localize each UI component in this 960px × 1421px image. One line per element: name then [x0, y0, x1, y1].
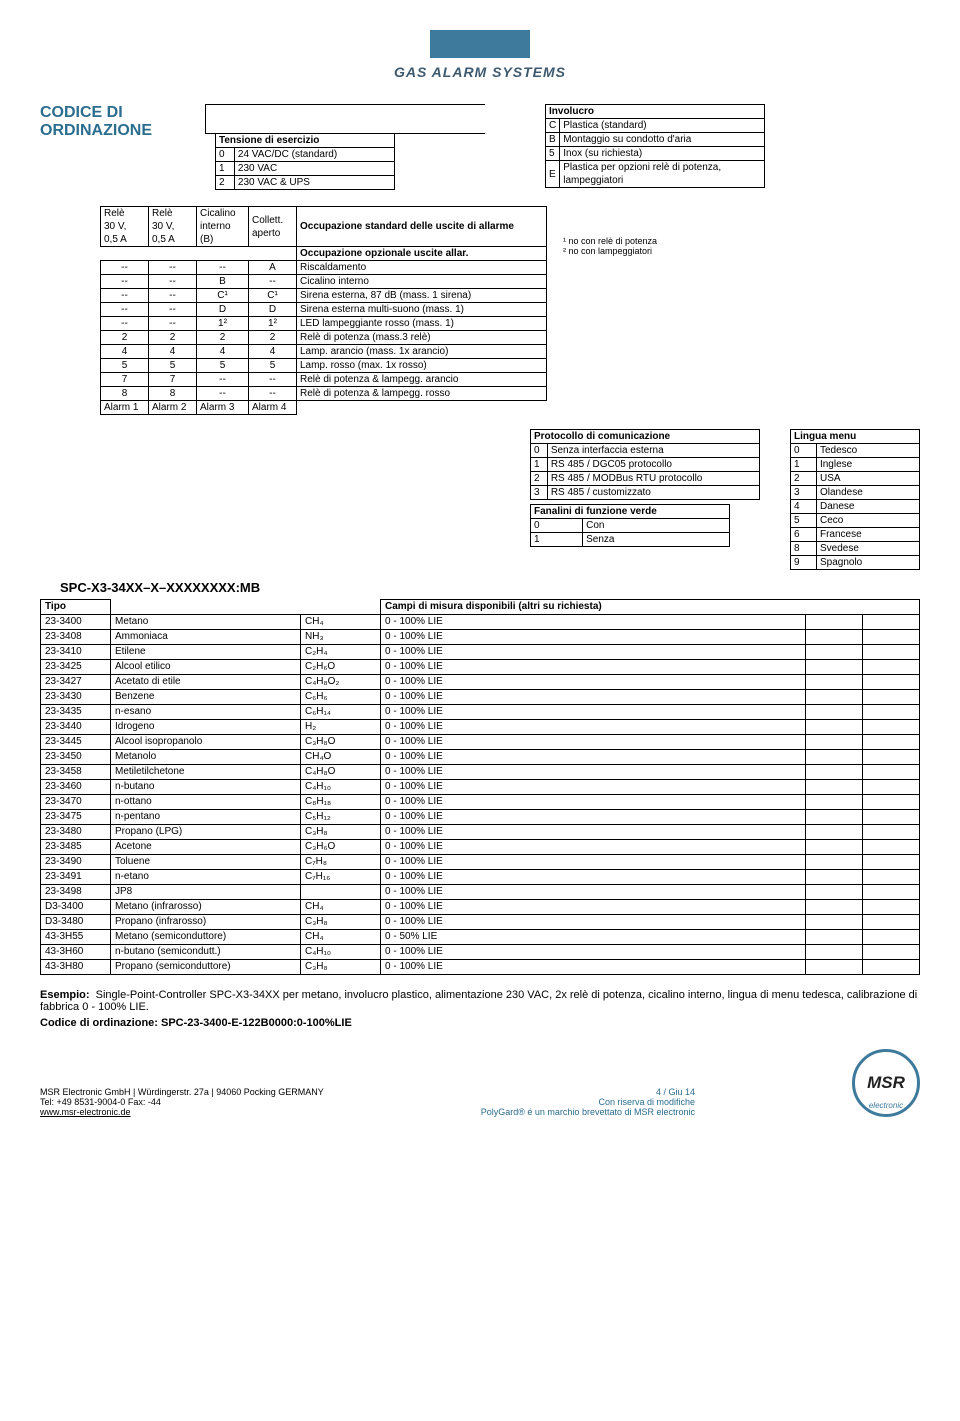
table-row: 3RS 485 / customizzato	[531, 486, 760, 500]
table-row: 23-3485AcetoneC₃H₆O0 - 100% LIE	[41, 840, 920, 855]
table-row: ----B--Cicalino interno	[101, 275, 547, 289]
tensione-header: Tensione di esercizio	[216, 134, 395, 148]
table-row: 23-3408AmmoniacaNH₃0 - 100% LIE	[41, 630, 920, 645]
lingua-table: Lingua menu 0Tedesco1Inglese2USA3Olandes…	[790, 429, 920, 570]
table-row: 77----Relè di potenza & lampegg. arancio	[101, 373, 547, 387]
table-row: 1RS 485 / DGC05 protocollo	[531, 458, 760, 472]
table-row: 23-3475n-pentanoC₅H₁₂0 - 100% LIE	[41, 810, 920, 825]
table-row: BMontaggio su condotto d'aria	[546, 133, 765, 147]
table-row: 1Inglese	[791, 458, 920, 472]
footnotes: ¹ no con relè di potenza ² no con lampeg…	[563, 236, 657, 256]
table-row: D3-3400Metano (infrarosso)CH₄0 - 100% LI…	[41, 900, 920, 915]
table-row: 23-3445Alcool isopropanoloC₃H₈O0 - 100% …	[41, 735, 920, 750]
table-row: 23-3470n-ottanoC₈H₁₈0 - 100% LIE	[41, 795, 920, 810]
table-row: CPlastica (standard)	[546, 119, 765, 133]
table-row: 43-3H60n-butano (semicondutt.)C₄H₁₀0 - 1…	[41, 945, 920, 960]
table-row: 23-3430BenzeneC₆H₆0 - 100% LIE	[41, 690, 920, 705]
logo: MSR electronic	[852, 1049, 920, 1117]
rele-table: Relè30 V,0,5 A Relè30 V,0,5 A Cicalinoin…	[100, 206, 547, 415]
table-row: 23-3425Alcool etilicoC₂H₆O0 - 100% LIE	[41, 660, 920, 675]
alarm-label: Alarm 4	[249, 401, 297, 415]
involucro-header: Involucro	[546, 105, 765, 119]
table-row: 23-3427Acetato di etileC₄H₈O₂0 - 100% LI…	[41, 675, 920, 690]
table-row: 024 VAC/DC (standard)	[216, 148, 395, 162]
tensione-table: Tensione di esercizio 024 VAC/DC (standa…	[215, 133, 395, 190]
alarm-label: Alarm 2	[149, 401, 197, 415]
header-tab	[430, 30, 530, 58]
protocollo-header: Protocollo di comunicazione	[531, 430, 760, 444]
table-row: 23-3498JP80 - 100% LIE	[41, 885, 920, 900]
table-row: 9Spagnolo	[791, 556, 920, 570]
table-row: ----1²1²LED lampeggiante rosso (mass. 1)	[101, 317, 547, 331]
table-row: 23-3400MetanoCH₄0 - 100% LIE	[41, 615, 920, 630]
main-title-1: CODICE DI	[40, 104, 195, 122]
tipo-table: Tipo Campi di misura disponibili (altri …	[40, 599, 920, 975]
table-row: 23-3450MetanoloCH₄O0 - 100% LIE	[41, 750, 920, 765]
table-row: 23-3410EtileneC₂H₄0 - 100% LIE	[41, 645, 920, 660]
table-row: 23-3458MetiletilchetoneC₄H₈O0 - 100% LIE	[41, 765, 920, 780]
rele-h2: Occupazione opzionale uscite allar.	[297, 247, 547, 261]
table-row: D3-3480Propano (infrarosso)C₃H₈0 - 100% …	[41, 915, 920, 930]
lingua-header: Lingua menu	[791, 430, 920, 444]
table-row: ------ARiscaldamento	[101, 261, 547, 275]
tipo-header-left: Tipo	[41, 600, 111, 615]
involucro-table: Involucro CPlastica (standard) BMontaggi…	[545, 104, 765, 188]
table-row: 5Ceco	[791, 514, 920, 528]
table-row: 4Danese	[791, 500, 920, 514]
table-row: 23-3460n-butanoC₄H₁₀0 - 100% LIE	[41, 780, 920, 795]
fanalini-table: Fanalini di funzione verde 0Con1Senza	[530, 504, 730, 547]
table-row: 1230 VAC	[216, 162, 395, 176]
table-row: 3Olandese	[791, 486, 920, 500]
table-row: 23-3435n-esanoC₆H₁₄0 - 100% LIE	[41, 705, 920, 720]
table-row: 2230 VAC & UPS	[216, 176, 395, 190]
table-row: 23-3490TolueneC₇H₈0 - 100% LIE	[41, 855, 920, 870]
rele-h1: Occupazione standard delle uscite di all…	[300, 221, 514, 232]
table-row: 8Svedese	[791, 542, 920, 556]
model-code: SPC-X3-34XX–X–XXXXXXXX:MB	[60, 580, 920, 595]
table-row: 0Con	[531, 519, 730, 533]
footer: MSR Electronic GmbH | Würdingerstr. 27a …	[40, 1049, 920, 1117]
fanalini-header: Fanalini di funzione verde	[531, 505, 730, 519]
brand-title: GAS ALARM SYSTEMS	[40, 64, 920, 80]
table-row: 2RS 485 / MODBus RTU protocollo	[531, 472, 760, 486]
footer-link: www.msr-electronic.de	[40, 1107, 324, 1117]
example-block: Esempio: Single-Point-Controller SPC-X3-…	[40, 989, 920, 1029]
main-title-2: ORDINAZIONE	[40, 122, 195, 140]
example-code: Codice di ordinazione: SPC-23-3400-E-122…	[40, 1017, 920, 1029]
table-row: EPlastica per opzioni relè di potenza, l…	[546, 161, 765, 188]
alarm-label: Alarm 1	[101, 401, 149, 415]
table-row: 88----Relè di potenza & lampegg. rosso	[101, 387, 547, 401]
alarm-label: Alarm 3	[197, 401, 249, 415]
table-row: 0Tedesco	[791, 444, 920, 458]
table-row: 23-3440IdrogenoH₂0 - 100% LIE	[41, 720, 920, 735]
table-row: ----DDSirena esterna multi-suono (mass. …	[101, 303, 547, 317]
protocollo-table: Protocollo di comunicazione 0Senza inter…	[530, 429, 760, 500]
table-row: 4444Lamp. arancio (mass. 1x arancio)	[101, 345, 547, 359]
table-row: 5Inox (su richiesta)	[546, 147, 765, 161]
table-row: 2USA	[791, 472, 920, 486]
table-row: 2222Relè di potenza (mass.3 relè)	[101, 331, 547, 345]
table-row: 5555Lamp. rosso (max. 1x rosso)	[101, 359, 547, 373]
table-row: 43-3H80Propano (semiconduttore)C₃H₈0 - 1…	[41, 960, 920, 975]
table-row: ----C¹C¹Sirena esterna, 87 dB (mass. 1 s…	[101, 289, 547, 303]
table-row: 1Senza	[531, 533, 730, 547]
tipo-header-right: Campi di misura disponibili (altri su ri…	[381, 600, 920, 615]
table-row: 23-3491n-etanoC₇H₁₆0 - 100% LIE	[41, 870, 920, 885]
table-row: 23-3480Propano (LPG)C₃H₈0 - 100% LIE	[41, 825, 920, 840]
table-row: 43-3H55Metano (semiconduttore)CH₄0 - 50%…	[41, 930, 920, 945]
table-row: 6Francese	[791, 528, 920, 542]
table-row: 0Senza interfaccia esterna	[531, 444, 760, 458]
